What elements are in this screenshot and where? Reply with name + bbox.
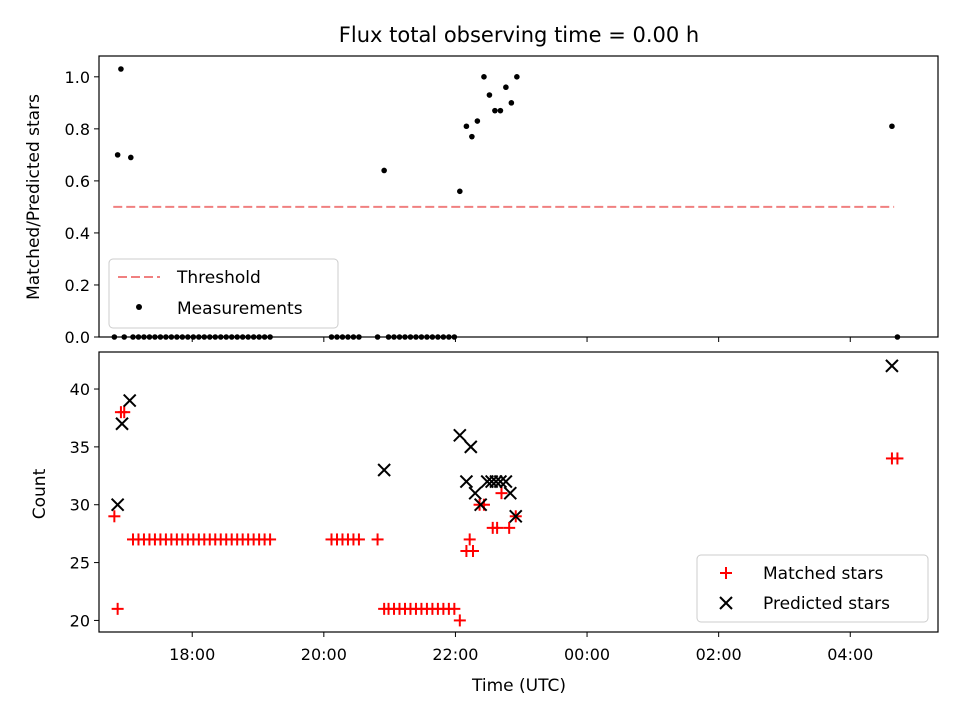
bottom-y-tick-label: 40 <box>70 380 90 399</box>
predicted-star-point <box>110 498 125 512</box>
matched-star-point <box>891 452 904 465</box>
measurement-point <box>514 74 520 80</box>
predicted-star-point <box>503 486 517 500</box>
predicted-star-point <box>123 393 137 408</box>
measurement-point <box>118 66 124 72</box>
measurement-point <box>474 118 481 124</box>
matched-star-point <box>264 533 277 546</box>
matched-star-point <box>371 533 384 546</box>
top-y-axis-label: Matched/Predicted stars <box>24 94 44 300</box>
predicted-star-point <box>509 509 523 524</box>
bottom-x-ticks: 18:00 20:00 22:00 00:00 02:00 04:00 <box>169 632 873 664</box>
bottom-panel: 20 25 30 35 40 18:00 20:00 22:00 00:00 02:00 04:0… <box>30 351 939 696</box>
measurement-point <box>469 133 475 140</box>
top-legend-box <box>108 258 339 329</box>
matched-star-point <box>108 510 121 523</box>
predicted-star-point <box>459 474 474 489</box>
predicted-star-point <box>115 417 129 431</box>
x-tick-label: 02:00 <box>696 645 742 664</box>
predicted-star-point <box>377 463 391 477</box>
measurement-point <box>128 154 134 161</box>
measurement-point <box>381 167 387 174</box>
matched-star-point <box>448 602 461 615</box>
bottom-y-axis-label: Count <box>30 468 50 519</box>
matched-star-point <box>463 533 476 546</box>
top-x-ticks <box>191 337 851 342</box>
x-tick-label: 00:00 <box>564 645 610 664</box>
x-tick-label: 18:00 <box>169 645 215 664</box>
top-y-tick-label: 0.8 <box>65 120 90 139</box>
top-y-tick-label: 0.2 <box>65 276 90 295</box>
measurement-point <box>492 107 498 114</box>
predicted-star-point <box>885 359 899 373</box>
matched-star-point <box>503 521 516 534</box>
bottom-legend: Matched stars Predicted stars <box>696 554 929 623</box>
legend-predicted-swatch <box>719 596 733 610</box>
matched-star-point <box>495 487 508 500</box>
top-y-tick-label: 0.0 <box>65 328 90 347</box>
legend-predicted-label: Predicted stars <box>763 594 890 614</box>
top-panel: 0.0 0.2 0.4 0.6 0.8 1.0 Matched/Predicted sta… <box>24 55 939 347</box>
legend-threshold-label: Threshold <box>176 268 261 288</box>
bottom-y-tick-label: 20 <box>70 611 90 630</box>
measurement-point <box>457 188 463 195</box>
top-y-tick-label: 0.4 <box>65 224 90 243</box>
measurement-point <box>889 123 895 130</box>
x-tick-label: 20:00 <box>301 645 347 664</box>
measurement-points <box>111 66 901 340</box>
matched-star-point <box>491 521 504 534</box>
measurement-point <box>497 107 504 114</box>
chart-title: Flux total observing time = 0.00 h <box>339 23 699 47</box>
matched-star-point <box>352 533 365 546</box>
bottom-y-tick-label: 30 <box>70 496 90 515</box>
bottom-y-tick-label: 25 <box>70 554 90 573</box>
matched-star-point <box>111 602 124 615</box>
top-y-tick-label: 0.6 <box>65 172 90 191</box>
predicted-star-point <box>489 474 503 489</box>
predicted-star-point <box>464 440 478 454</box>
legend-matched-swatch <box>720 567 732 579</box>
matched-star-point <box>466 545 479 558</box>
measurement-point <box>114 152 121 158</box>
x-tick-label: 04:00 <box>827 645 873 664</box>
matched-star-point <box>118 406 131 419</box>
predicted-star-point <box>468 486 482 500</box>
measurement-point <box>503 84 509 91</box>
measurement-point <box>508 100 515 106</box>
top-legend: Threshold Measurements <box>108 258 339 329</box>
x-axis-label: Time (UTC) <box>471 676 566 696</box>
legend-measurements-label: Measurements <box>177 299 303 319</box>
measurement-point <box>463 123 470 130</box>
bottom-y-tick-label: 35 <box>70 438 90 457</box>
predicted-star-point <box>499 474 513 489</box>
predicted-star-point <box>453 428 467 443</box>
predicted-star-point <box>473 498 488 512</box>
matched-stars-points <box>108 406 904 627</box>
top-axes-frame <box>98 55 939 338</box>
bottom-y-ticks: 20 25 30 35 40 <box>70 380 99 630</box>
predicted-star-point <box>493 474 508 489</box>
top-y-tick-label: 1.0 <box>65 68 90 87</box>
legend-measurements-swatch <box>136 304 142 310</box>
legend-matched-label: Matched stars <box>763 564 883 584</box>
matched-star-point <box>453 614 466 627</box>
bottom-legend-box <box>696 554 929 623</box>
bottom-axes-frame <box>98 351 939 633</box>
predicted-stars-points <box>110 359 899 524</box>
top-y-ticks: 0.0 0.2 0.4 0.6 0.8 1.0 <box>65 68 99 347</box>
measurement-point <box>481 74 487 80</box>
x-tick-label: 22:00 <box>432 645 478 664</box>
measurement-point <box>486 92 493 98</box>
